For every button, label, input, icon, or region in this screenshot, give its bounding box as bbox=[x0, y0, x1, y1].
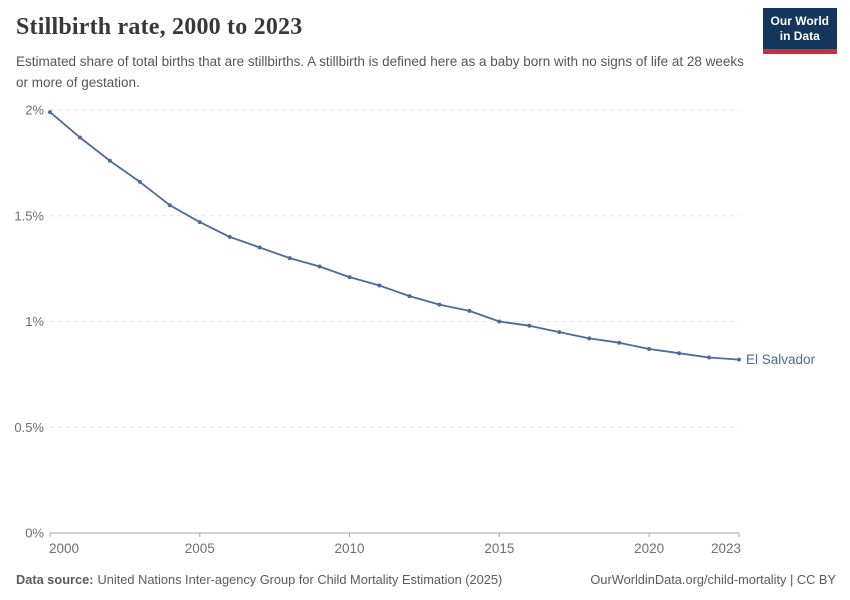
chart-plot-area[interactable]: 0% 0.5% 1% 1.5% 2% 2000 2005 2010 2015 2020 2023 El… bbox=[0, 95, 850, 570]
data-point-marker[interactable] bbox=[377, 283, 382, 288]
data-point-marker[interactable] bbox=[287, 256, 292, 261]
data-point-marker[interactable] bbox=[48, 110, 52, 115]
line-chart[interactable]: 0% 0.5% 1% 1.5% 2% 2000 2005 2010 2015 2020 2023 El… bbox=[0, 95, 850, 570]
data-point-marker[interactable] bbox=[227, 234, 232, 239]
y-axis-tick-label: 0% bbox=[25, 526, 44, 541]
footer-link[interactable]: OurWorldinData.org/child-mortality | CC … bbox=[590, 572, 836, 587]
data-point-marker[interactable] bbox=[437, 302, 442, 307]
data-point-marker[interactable] bbox=[647, 347, 652, 351]
data-source-label: Data source: bbox=[16, 572, 94, 587]
x-axis-tick-label: 2000 bbox=[49, 541, 79, 556]
y-axis-tick-label: 0.5% bbox=[14, 420, 44, 435]
page-title: Stillbirth rate, 2000 to 2023 bbox=[16, 14, 303, 40]
y-axis-tick-label: 1% bbox=[25, 314, 44, 329]
data-point-marker[interactable] bbox=[557, 330, 562, 335]
x-axis-tick-label: 2020 bbox=[634, 541, 664, 556]
data-point-marker[interactable] bbox=[317, 264, 322, 269]
owid-logo-line2: in Data bbox=[779, 29, 820, 43]
data-point-marker[interactable] bbox=[347, 275, 352, 280]
data-point-marker[interactable] bbox=[167, 203, 172, 208]
data-source: Data source: United Nations Inter-agency … bbox=[16, 572, 502, 587]
x-axis-tick-label: 2015 bbox=[484, 541, 514, 556]
data-line[interactable] bbox=[49, 111, 740, 361]
data-point-marker[interactable] bbox=[707, 355, 711, 360]
owid-logo[interactable]: Our World in Data bbox=[762, 8, 837, 54]
data-point-marker[interactable] bbox=[737, 357, 741, 362]
data-point-marker[interactable] bbox=[257, 245, 262, 250]
data-point-marker[interactable] bbox=[497, 319, 502, 324]
x-axis-tick-label: 2005 bbox=[185, 541, 215, 556]
data-point-marker[interactable] bbox=[137, 179, 142, 184]
data-point-marker[interactable] bbox=[78, 135, 82, 140]
entity-label[interactable]: El Salvador bbox=[746, 352, 816, 367]
data-point-marker[interactable] bbox=[677, 351, 682, 356]
data-point-marker[interactable] bbox=[197, 220, 202, 225]
data-point-marker[interactable] bbox=[467, 308, 472, 313]
data-point-marker[interactable] bbox=[587, 336, 592, 341]
data-point-marker[interactable] bbox=[617, 340, 622, 345]
data-source-text: United Nations Inter-agency Group for Ch… bbox=[97, 572, 503, 587]
y-axis-tick-label: 1.5% bbox=[14, 208, 44, 223]
y-axis-tick-label: 2% bbox=[25, 103, 44, 118]
x-axis-tick-label: 2010 bbox=[335, 541, 365, 556]
chart-subtitle: Estimated share of total births that are… bbox=[16, 54, 744, 90]
chart-footer: Data source: United Nations Inter-agency … bbox=[16, 572, 836, 587]
x-axis-tick-label: 2023 bbox=[711, 541, 741, 556]
owid-logo-line1: Our World bbox=[770, 14, 829, 28]
data-point-marker[interactable] bbox=[527, 323, 532, 328]
data-point-marker[interactable] bbox=[407, 294, 412, 299]
data-point-marker[interactable] bbox=[107, 158, 112, 163]
